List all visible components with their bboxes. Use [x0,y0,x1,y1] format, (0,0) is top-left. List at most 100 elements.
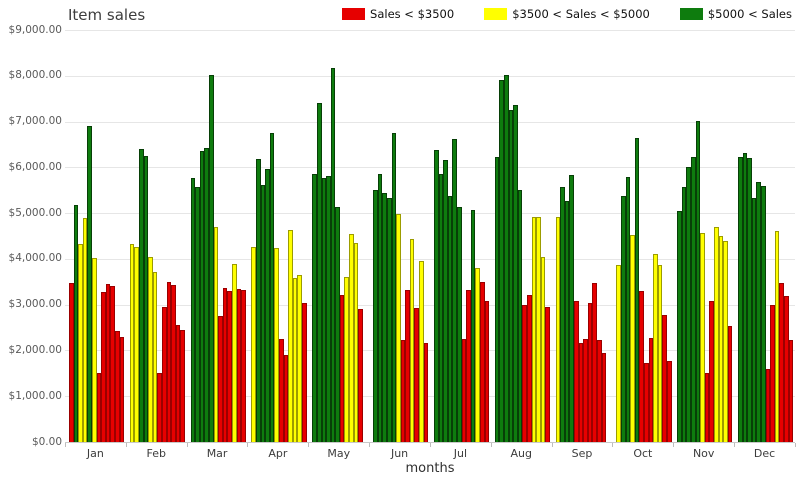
bar-red[interactable] [578,343,584,442]
bar-green[interactable] [316,103,322,442]
bar-red[interactable] [114,330,120,442]
bar-green[interactable] [625,176,631,442]
bar-red[interactable] [526,294,532,442]
bar-red[interactable] [574,300,579,442]
bar-yellow[interactable] [555,216,561,442]
bar-green[interactable] [738,156,743,442]
bar-yellow[interactable] [536,217,541,442]
bar-green[interactable] [260,184,266,442]
bar-yellow[interactable] [213,226,219,442]
bar-green[interactable] [686,167,692,442]
bar-red[interactable] [709,300,715,442]
bar-green[interactable] [447,195,453,442]
bar-red[interactable] [302,303,307,442]
bar-green[interactable] [564,200,570,442]
bar-green[interactable] [452,138,457,442]
bar-red[interactable] [770,304,775,442]
bar-red[interactable] [241,289,246,442]
bar-green[interactable] [508,110,514,442]
legend-item-yellow[interactable]: $3500 < Sales < $5000 [484,7,650,21]
bar-green[interactable] [199,150,205,442]
bar-green[interactable] [433,149,439,442]
bar-red[interactable] [405,289,410,442]
bar-yellow[interactable] [419,260,424,442]
bar-yellow[interactable] [129,243,135,442]
bar-red[interactable] [648,337,654,442]
bar-green[interactable] [494,156,500,442]
bar-red[interactable] [583,338,588,442]
legend-item-green[interactable]: $5000 < Sales [679,7,792,21]
bar-red[interactable] [218,315,223,442]
bar-green[interactable] [330,67,336,442]
bar-red[interactable] [466,290,471,442]
bar-green[interactable] [190,177,196,442]
bar-red[interactable] [119,336,125,442]
bar-yellow[interactable] [251,247,257,442]
bar-green[interactable] [143,155,149,442]
bar-yellow[interactable] [653,253,658,442]
bar-green[interactable] [621,195,626,442]
bar-yellow[interactable] [353,243,359,442]
bar-green[interactable] [73,204,79,442]
bar-yellow[interactable] [540,256,546,442]
bar-red[interactable] [666,361,672,442]
bar-red[interactable] [704,373,710,442]
bar-green[interactable] [681,186,687,442]
bar-red[interactable] [161,306,167,442]
bar-red[interactable] [484,301,490,442]
bar-yellow[interactable] [274,248,280,442]
bar-green[interactable] [438,174,444,442]
bar-yellow[interactable] [152,272,158,442]
bar-red[interactable] [69,283,74,442]
bar-yellow[interactable] [630,234,635,442]
bar-red[interactable] [227,291,232,442]
bar-yellow[interactable] [774,231,780,442]
bar-green[interactable] [517,190,523,442]
bar-red[interactable] [400,339,406,442]
bar-green[interactable] [747,158,752,442]
bar-yellow[interactable] [723,241,728,442]
bar-green[interactable] [377,174,383,442]
bar-green[interactable] [87,126,92,442]
bar-green[interactable] [321,177,327,442]
bar-yellow[interactable] [475,267,480,442]
bar-green[interactable] [470,209,476,442]
bar-green[interactable] [335,206,340,442]
bar-yellow[interactable] [396,213,401,442]
bar-green[interactable] [560,186,565,442]
bar-green[interactable] [742,153,748,442]
bar-yellow[interactable] [718,236,724,442]
bar-yellow[interactable] [344,277,350,442]
bar-green[interactable] [695,121,701,442]
bar-red[interactable] [596,340,602,442]
bar-green[interactable] [204,148,210,442]
bar-green[interactable] [456,206,462,442]
bar-red[interactable] [171,284,176,442]
bar-green[interactable] [756,181,762,442]
bar-yellow[interactable] [292,277,298,442]
bar-green[interactable] [382,192,387,442]
bar-green[interactable] [443,160,448,442]
bar-green[interactable] [677,211,682,442]
bar-green[interactable] [265,169,270,442]
bar-yellow[interactable] [232,263,237,442]
bar-green[interactable] [312,174,317,442]
bar-red[interactable] [110,285,115,442]
bar-red[interactable] [423,343,429,442]
bar-red[interactable] [587,303,593,442]
bar-yellow[interactable] [134,247,140,442]
bar-green[interactable] [195,186,200,442]
bar-green[interactable] [513,104,518,442]
bar-red[interactable] [639,291,645,442]
bar-green[interactable] [691,156,696,442]
bar-red[interactable] [339,295,345,442]
bar-green[interactable] [256,159,261,442]
bar-green[interactable] [391,133,397,442]
bar-red[interactable] [283,355,289,442]
bar-red[interactable] [461,339,467,442]
bar-green[interactable] [326,175,331,442]
bar-yellow[interactable] [409,238,415,442]
legend-item-red[interactable]: Sales < $3500 [342,7,454,21]
bar-red[interactable] [662,314,667,442]
bar-red[interactable] [644,363,649,442]
